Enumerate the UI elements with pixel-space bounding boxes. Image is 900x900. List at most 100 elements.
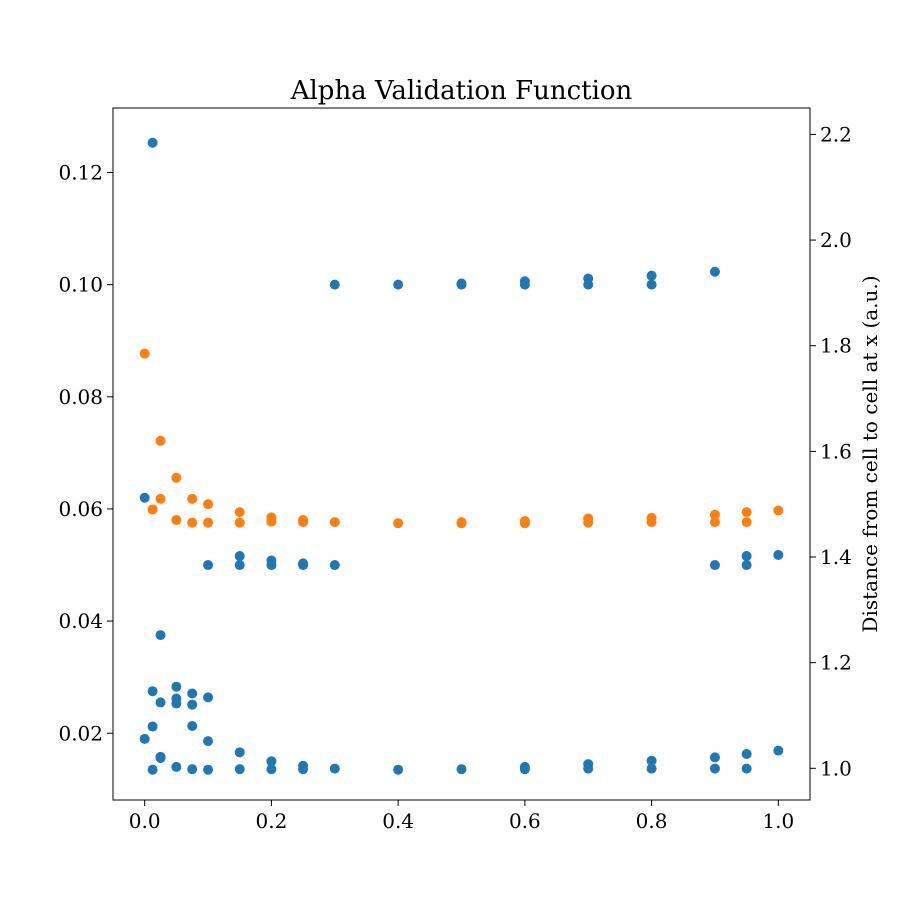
plot-frame	[112, 107, 811, 801]
x-tick-label: 0.6	[509, 809, 541, 833]
data-point	[583, 279, 594, 290]
data-point	[393, 518, 404, 529]
data-point	[298, 517, 309, 528]
data-point	[234, 551, 245, 562]
data-point	[519, 764, 530, 775]
data-point	[456, 279, 467, 290]
data-point	[329, 560, 340, 571]
orange-series	[139, 348, 784, 529]
left-y-tick-label: 0.06	[58, 497, 103, 521]
right-y-tick-label: 1.2	[820, 651, 852, 675]
right-y-axis-title: Distance from cell to cell at x (a.u.)	[858, 275, 882, 632]
data-point	[171, 515, 182, 526]
data-point	[187, 493, 198, 504]
left-y-tick-label: 0.10	[58, 273, 103, 297]
data-point	[171, 472, 182, 483]
left-y-tick-label: 0.04	[58, 609, 103, 633]
data-point	[709, 763, 720, 774]
data-point	[147, 137, 158, 148]
data-point	[171, 698, 182, 709]
data-point	[583, 517, 594, 528]
data-point	[203, 517, 214, 528]
data-point	[139, 733, 150, 744]
data-point	[298, 764, 309, 775]
data-point	[171, 681, 182, 692]
data-point	[234, 507, 245, 518]
data-point	[456, 764, 467, 775]
data-point	[266, 560, 277, 571]
x-axis: 0.0 0.2 0.4 0.6 0.8 1.0	[129, 800, 794, 833]
data-point	[155, 752, 166, 763]
right-y-tick-label: 2.0	[820, 228, 852, 252]
data-point	[393, 764, 404, 775]
left-y-tick-label: 0.08	[58, 385, 103, 409]
data-point	[583, 763, 594, 774]
data-point	[155, 493, 166, 504]
data-point	[741, 517, 752, 528]
data-point	[709, 517, 720, 528]
left-y-axis: 0.02 0.04 0.06 0.08 0.10 0.12	[58, 160, 113, 745]
data-point	[203, 692, 214, 703]
data-point	[646, 755, 657, 766]
data-point	[203, 560, 214, 571]
right-y-tick-label: 1.8	[820, 334, 852, 358]
data-point	[203, 764, 214, 775]
data-point	[187, 764, 198, 775]
data-point	[741, 507, 752, 518]
right-y-tick-label: 1.6	[820, 439, 852, 463]
data-point	[741, 763, 752, 774]
chart-title: Alpha Validation Function	[290, 76, 633, 106]
data-point	[234, 764, 245, 775]
data-point	[139, 348, 150, 359]
data-point	[187, 688, 198, 699]
data-point	[234, 747, 245, 758]
data-point	[234, 517, 245, 528]
blue-series	[139, 137, 784, 775]
data-point	[203, 736, 214, 747]
right-y-tick-label: 1.0	[820, 756, 852, 780]
data-point	[298, 560, 309, 571]
data-point	[393, 279, 404, 290]
x-tick-label: 1.0	[762, 809, 794, 833]
right-y-tick-label: 2.2	[820, 122, 852, 146]
data-point	[155, 697, 166, 708]
data-point	[646, 517, 657, 528]
data-point	[646, 279, 657, 290]
data-point	[329, 279, 340, 290]
x-tick-label: 0.8	[636, 809, 668, 833]
data-point	[147, 721, 158, 732]
data-point	[147, 686, 158, 697]
data-point	[329, 517, 340, 528]
data-point	[519, 518, 530, 529]
x-tick-label: 0.0	[129, 809, 161, 833]
right-y-tick-label: 1.4	[820, 545, 852, 569]
data-point	[519, 279, 530, 290]
data-point	[155, 630, 166, 641]
data-point	[646, 763, 657, 774]
data-point	[139, 492, 150, 503]
data-point	[646, 270, 657, 281]
data-point	[773, 505, 784, 516]
data-point	[266, 764, 277, 775]
data-point	[187, 517, 198, 528]
data-point	[187, 720, 198, 731]
data-point	[741, 749, 752, 760]
data-points	[139, 137, 784, 775]
left-y-tick-label: 0.02	[58, 721, 103, 745]
data-point	[709, 752, 720, 763]
data-point	[147, 504, 158, 515]
data-point	[203, 499, 214, 510]
x-tick-label: 0.4	[382, 809, 414, 833]
data-point	[266, 756, 277, 767]
data-point	[155, 435, 166, 446]
data-point	[266, 516, 277, 527]
data-point	[773, 549, 784, 560]
data-point	[741, 560, 752, 571]
x-tick-label: 0.2	[256, 809, 288, 833]
data-point	[329, 763, 340, 774]
data-point	[741, 551, 752, 562]
data-point	[773, 745, 784, 756]
left-y-tick-label: 0.12	[58, 160, 103, 184]
data-point	[171, 761, 182, 772]
